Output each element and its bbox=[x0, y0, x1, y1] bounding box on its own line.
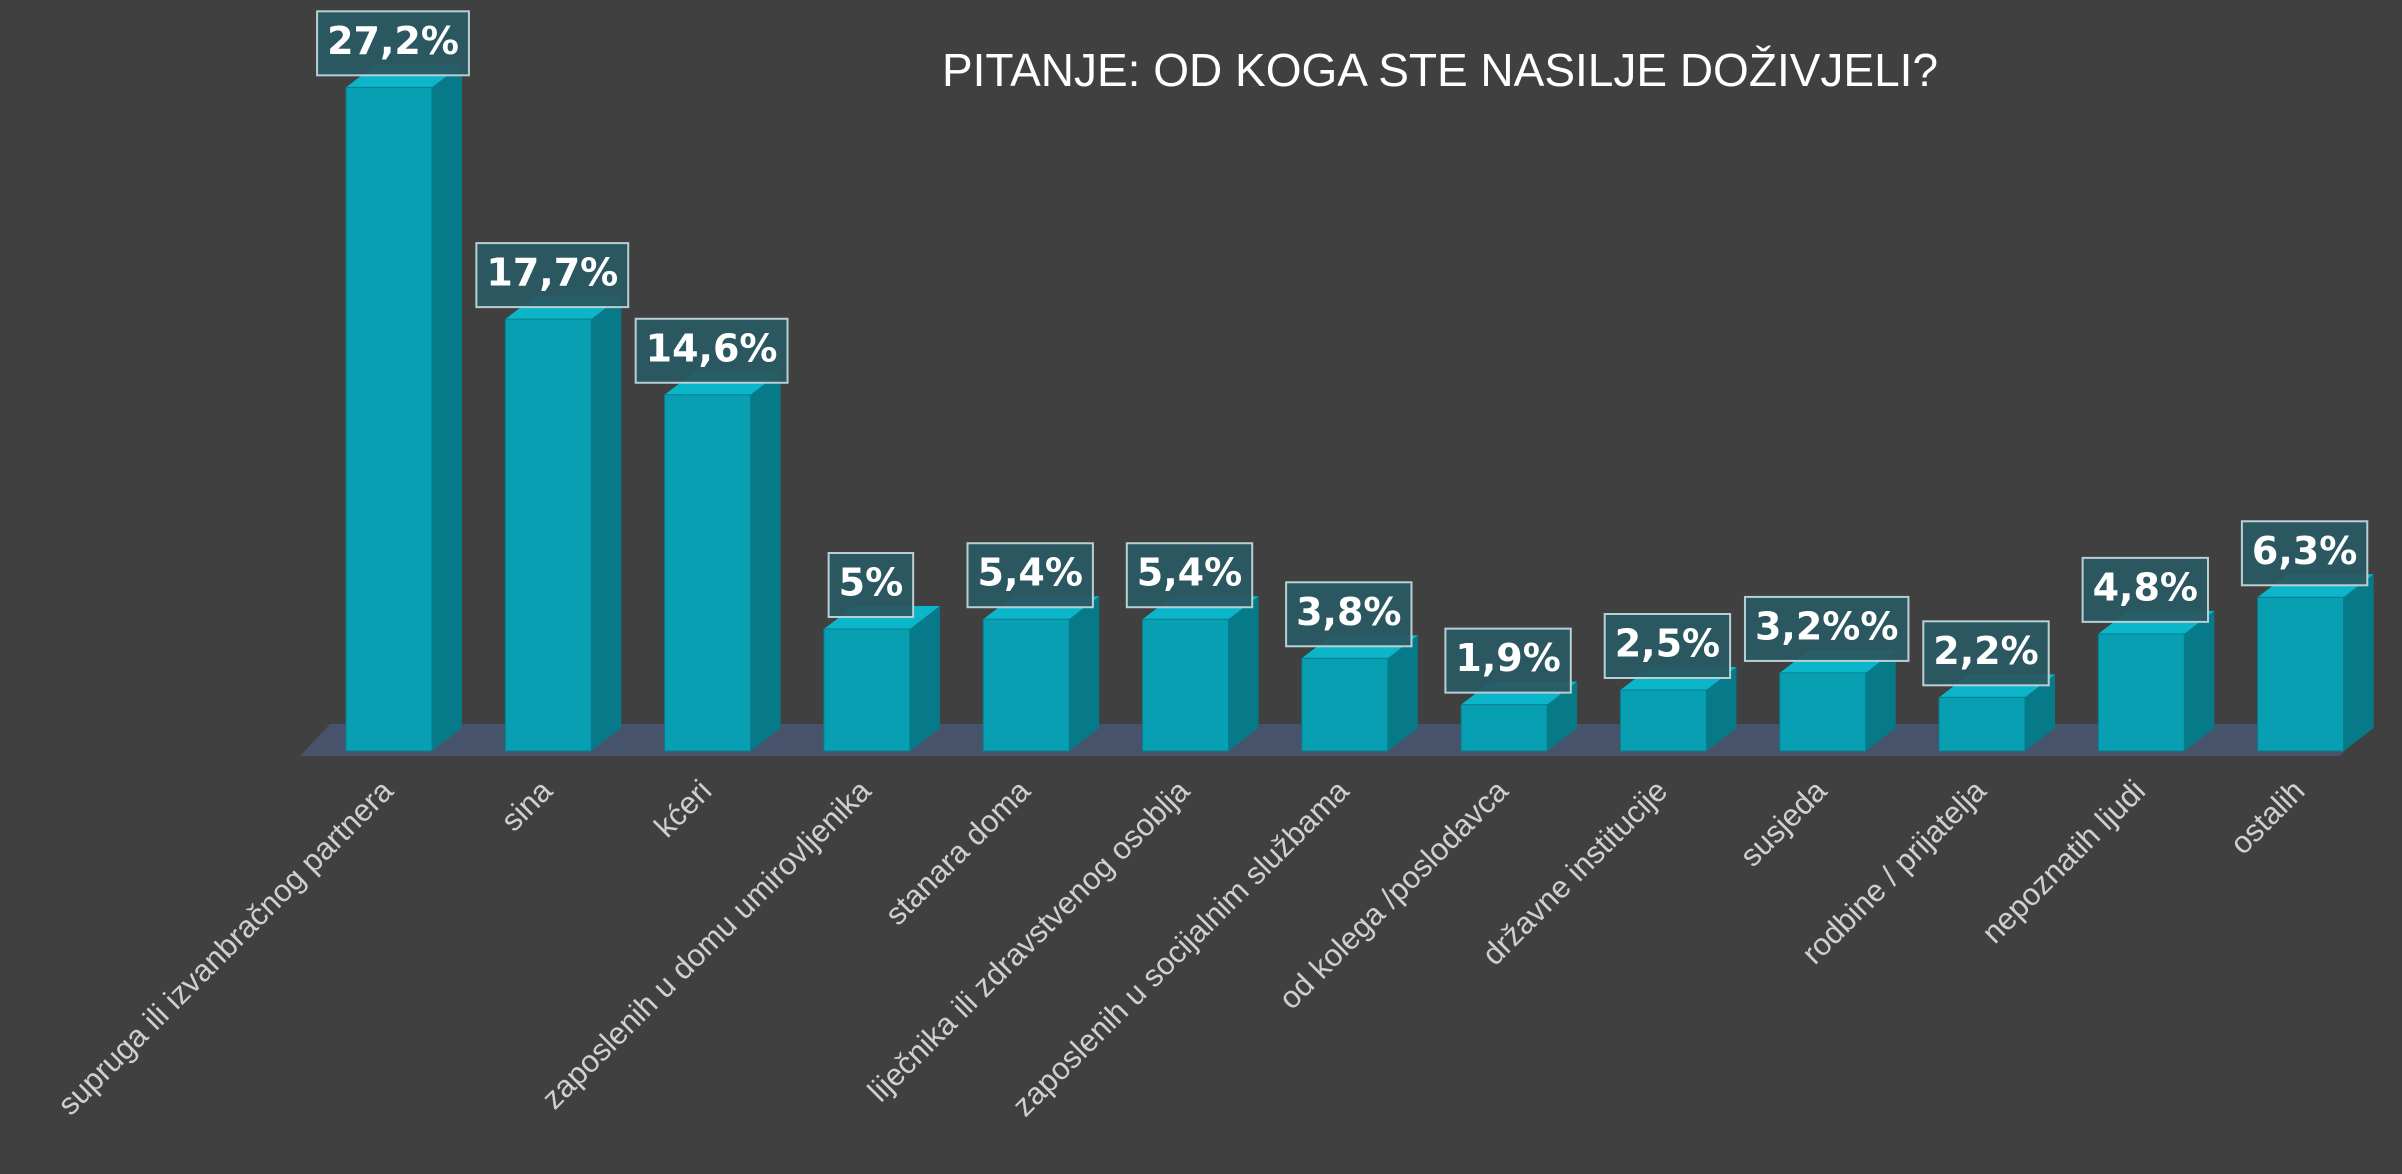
bar bbox=[1301, 657, 1389, 752]
bar-side bbox=[1865, 649, 1896, 751]
value-label-box bbox=[475, 242, 630, 309]
value-label: 14,6% bbox=[646, 326, 778, 370]
value-label-box bbox=[2081, 556, 2209, 623]
bar-side bbox=[432, 64, 462, 751]
value-label: 27,2% bbox=[327, 19, 459, 63]
value-label: 2,5% bbox=[1615, 622, 1720, 666]
bar-side bbox=[1387, 635, 1418, 751]
bar-group: 3,2%% bbox=[1743, 595, 1910, 752]
value-label: 2,2% bbox=[1933, 629, 2038, 673]
bar bbox=[823, 628, 911, 752]
value-label: 3,8% bbox=[1296, 590, 1401, 634]
value-label-box bbox=[634, 317, 789, 384]
bar-group: 5,4% bbox=[966, 542, 1100, 752]
bar-group: 17,7% bbox=[475, 242, 630, 752]
bar-side bbox=[591, 296, 622, 751]
value-label-box bbox=[1285, 581, 1413, 648]
bar-group: 6,3% bbox=[2240, 520, 2374, 752]
bar-side bbox=[2343, 574, 2374, 751]
bar-group: 2,5% bbox=[1603, 613, 1737, 752]
value-label-box bbox=[1444, 627, 1572, 694]
bar bbox=[1460, 704, 1548, 752]
bar-group: 14,6% bbox=[634, 317, 789, 752]
bar bbox=[1619, 689, 1707, 752]
value-label-box bbox=[1922, 620, 2050, 687]
bar bbox=[1938, 696, 2026, 752]
value-label-box bbox=[316, 10, 470, 77]
bar-side bbox=[1069, 596, 1100, 751]
chart-title: PITANJE: OD KOGA STE NASILJE DOŽIVJELI? bbox=[942, 44, 1938, 96]
bar-side bbox=[2025, 674, 2055, 751]
bar-side bbox=[1706, 667, 1737, 751]
bar bbox=[1779, 672, 1867, 752]
bar-side bbox=[909, 606, 940, 751]
value-label: 5,4% bbox=[1137, 551, 1242, 595]
value-label: 17,7% bbox=[486, 251, 618, 295]
bar bbox=[1142, 618, 1229, 752]
bar bbox=[982, 618, 1070, 752]
bar bbox=[345, 86, 433, 752]
value-label: 3,2%% bbox=[1755, 604, 1898, 648]
bar bbox=[504, 318, 592, 752]
value-label: 5% bbox=[839, 561, 904, 605]
value-label: 6,3% bbox=[2252, 529, 2357, 573]
bar-side bbox=[1547, 681, 1578, 751]
bar-group: 1,9% bbox=[1444, 627, 1578, 752]
value-label-box bbox=[1743, 595, 1910, 662]
bar-group: 3,8% bbox=[1285, 581, 1418, 752]
value-label: 5,4% bbox=[978, 551, 1083, 595]
bar bbox=[2257, 596, 2345, 752]
bar bbox=[2097, 633, 2185, 752]
bar-side bbox=[2184, 610, 2215, 751]
bar-group: 2,2% bbox=[1922, 620, 2055, 752]
bar-group: 5% bbox=[823, 552, 940, 752]
value-label-box bbox=[1603, 613, 1732, 679]
value-label: 1,9% bbox=[1455, 636, 1560, 680]
value-label: 4,8% bbox=[2093, 565, 2198, 609]
value-label-box bbox=[2240, 520, 2369, 587]
value-label-box bbox=[827, 552, 915, 618]
value-label-box bbox=[966, 542, 1094, 609]
bar-group: 4,8% bbox=[2081, 556, 2215, 752]
value-label-box bbox=[1125, 542, 1254, 609]
bar-side bbox=[1228, 596, 1259, 751]
bar-side bbox=[750, 371, 781, 751]
bar bbox=[664, 394, 752, 752]
bar-group: 27,2% bbox=[316, 10, 470, 752]
bar-group: 5,4% bbox=[1125, 542, 1259, 752]
